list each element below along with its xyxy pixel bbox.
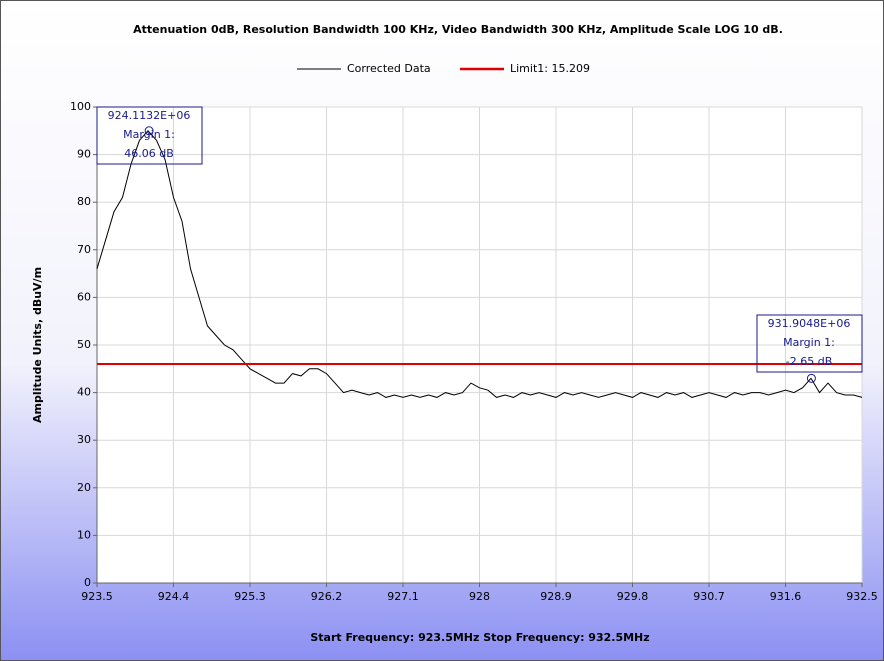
x-tick-label: 931.6 <box>770 590 802 603</box>
annotation-marker <box>144 126 154 136</box>
annotation-text: Margin 1: <box>783 336 835 349</box>
annotation-box <box>96 106 203 165</box>
annotation-text: -2.65 dB <box>786 355 833 368</box>
y-tick-label: 10 <box>77 528 91 541</box>
x-tick-label: 930.7 <box>693 590 725 603</box>
y-tick-label: 100 <box>70 100 91 113</box>
annotation-text: 924.1132E+06 <box>108 109 191 122</box>
x-tick-label: 924.4 <box>158 590 190 603</box>
x-tick-label: 928.9 <box>540 590 572 603</box>
x-tick-label: 932.5 <box>846 590 878 603</box>
y-tick-label: 0 <box>84 576 91 589</box>
legend-label: Limit1: 15.209 <box>510 62 590 75</box>
annotation-text: Margin 1: <box>123 128 175 141</box>
y-axis-label: Amplitude Units, dBuV/m <box>31 267 44 423</box>
x-tick-label: 927.1 <box>387 590 419 603</box>
x-tick-label: 928 <box>469 590 490 603</box>
annotation-marker <box>806 373 816 383</box>
legend-label: Corrected Data <box>347 62 431 75</box>
annotation-text: 46.06 dB <box>124 147 174 160</box>
y-tick-label: 70 <box>77 243 91 256</box>
y-tick-label: 30 <box>77 433 91 446</box>
annotation-text: 931.9048E+06 <box>768 317 851 330</box>
x-tick-label: 925.3 <box>234 590 266 603</box>
y-tick-label: 50 <box>77 338 91 351</box>
x-axis-label: Start Frequency: 923.5MHz Stop Frequency… <box>310 631 649 644</box>
y-tick-label: 40 <box>77 386 91 399</box>
x-tick-label: 923.5 <box>81 590 113 603</box>
y-tick-label: 90 <box>77 148 91 161</box>
x-tick-label: 926.2 <box>311 590 343 603</box>
y-tick-label: 20 <box>77 481 91 494</box>
chart-title: Attenuation 0dB, Resolution Bandwidth 10… <box>133 23 783 36</box>
y-tick-label: 80 <box>77 195 91 208</box>
y-tick-label: 60 <box>77 290 91 303</box>
x-tick-label: 929.8 <box>617 590 649 603</box>
data-line <box>96 130 863 398</box>
annotation-box <box>756 314 863 373</box>
